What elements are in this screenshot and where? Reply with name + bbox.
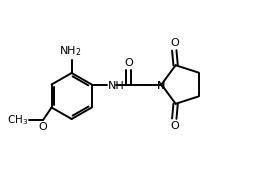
Text: NH$_2$: NH$_2$ — [59, 44, 81, 58]
Text: CH$_3$: CH$_3$ — [7, 113, 28, 127]
Text: NH: NH — [108, 81, 125, 91]
Text: O: O — [38, 122, 47, 132]
Text: O: O — [125, 58, 133, 68]
Text: N: N — [157, 81, 166, 91]
Text: O: O — [170, 38, 179, 48]
Text: N: N — [157, 81, 166, 91]
Text: O: O — [170, 121, 179, 131]
